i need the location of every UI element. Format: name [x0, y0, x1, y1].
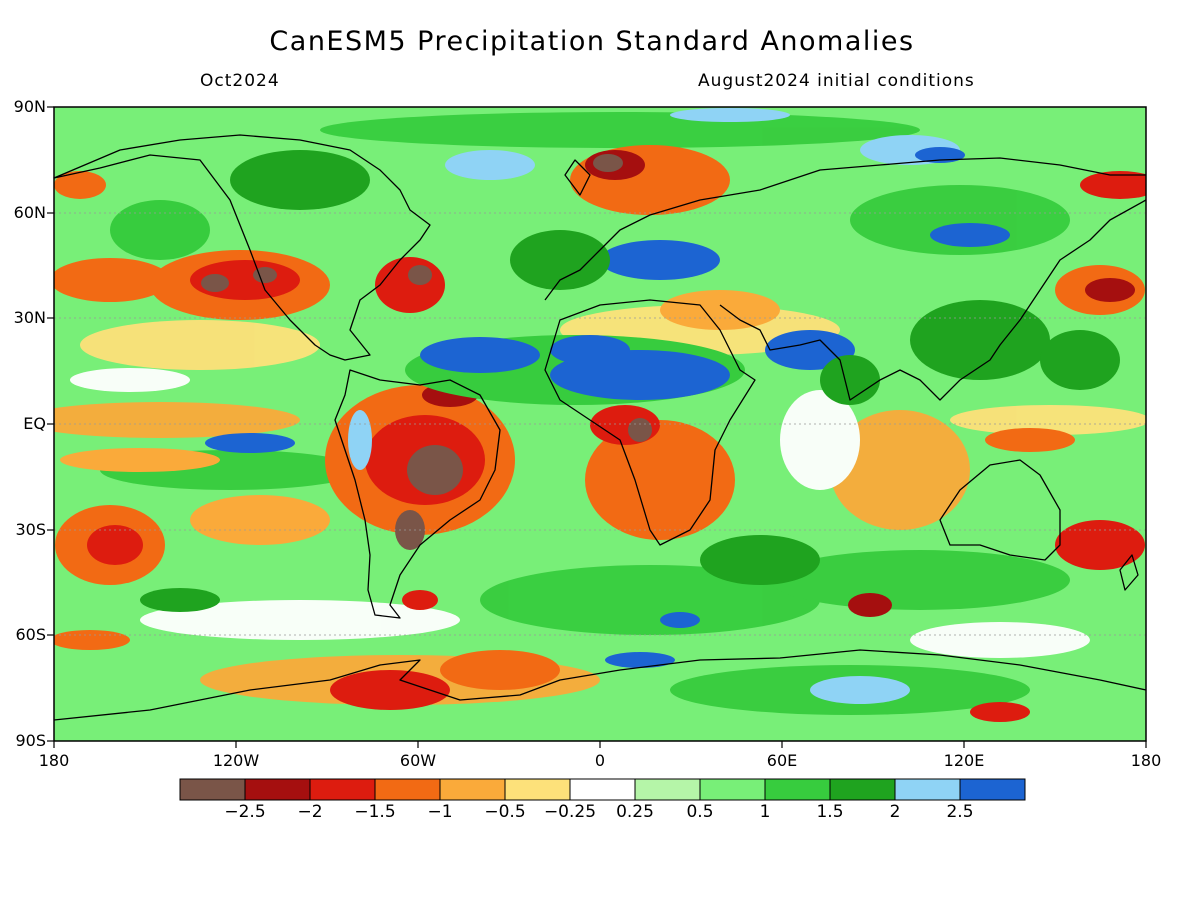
- colorbar-label: 2: [889, 802, 901, 822]
- colorbar-swatch: [764, 778, 831, 801]
- colorbar-label: 1.5: [816, 802, 844, 822]
- colorbar-label: −0.5: [484, 802, 526, 822]
- lon-label-60e: 60E: [766, 751, 798, 770]
- colorbar-swatch: [894, 778, 961, 801]
- lat-label-90n: 90N: [13, 97, 46, 116]
- colorbar-label: −1.5: [354, 802, 396, 822]
- colorbar-swatch: [439, 778, 506, 801]
- lat-label-30s: 30S: [15, 520, 46, 539]
- colorbar-label: 1: [759, 802, 771, 822]
- lon-label-180w: 180: [38, 751, 70, 770]
- colorbar-label: −0.25: [543, 802, 597, 822]
- colorbar-label: −1: [427, 802, 453, 822]
- axis-ticks: [47, 106, 1147, 748]
- lat-label-90s: 90S: [15, 731, 46, 750]
- colorbar-swatch: [179, 778, 246, 801]
- lon-label-180e: 180: [1130, 751, 1162, 770]
- colorbar-swatch: [699, 778, 766, 801]
- colorbar-swatch: [829, 778, 896, 801]
- colorbar-label: 0.5: [686, 802, 714, 822]
- map-title: CanESM5 Precipitation Standard Anomalies: [269, 26, 915, 57]
- colorbar-swatch: [244, 778, 311, 801]
- lon-label-120w: 120W: [212, 751, 260, 770]
- grid-lines: [54, 212, 1146, 636]
- colorbar-label: −2: [297, 802, 323, 822]
- lon-label-60w: 60W: [399, 751, 437, 770]
- colorbar-swatch: [959, 778, 1026, 801]
- lon-label-120e: 120E: [943, 751, 985, 770]
- lat-label-60n: 60N: [13, 203, 46, 222]
- colorbar-label: −2.5: [224, 802, 266, 822]
- colorbar-label: 2.5: [946, 802, 974, 822]
- lat-label-30n: 30N: [13, 308, 46, 327]
- colorbar-swatch: [504, 778, 571, 801]
- colorbar-swatch: [569, 778, 636, 801]
- lat-label-eq: EQ: [23, 414, 46, 433]
- colorbar-swatch: [634, 778, 701, 801]
- valid-month-label: Oct2024: [200, 71, 280, 91]
- colorbar-label: 0.25: [616, 802, 654, 822]
- colorbar-swatch: [309, 778, 376, 801]
- colorbar-swatch: [374, 778, 441, 801]
- colorbar: [179, 778, 1026, 801]
- coastlines: [53, 134, 1147, 721]
- lon-label-0: 0: [594, 751, 606, 770]
- initial-conditions-label: August2024 initial conditions: [698, 71, 975, 91]
- lat-label-60s: 60S: [15, 625, 46, 644]
